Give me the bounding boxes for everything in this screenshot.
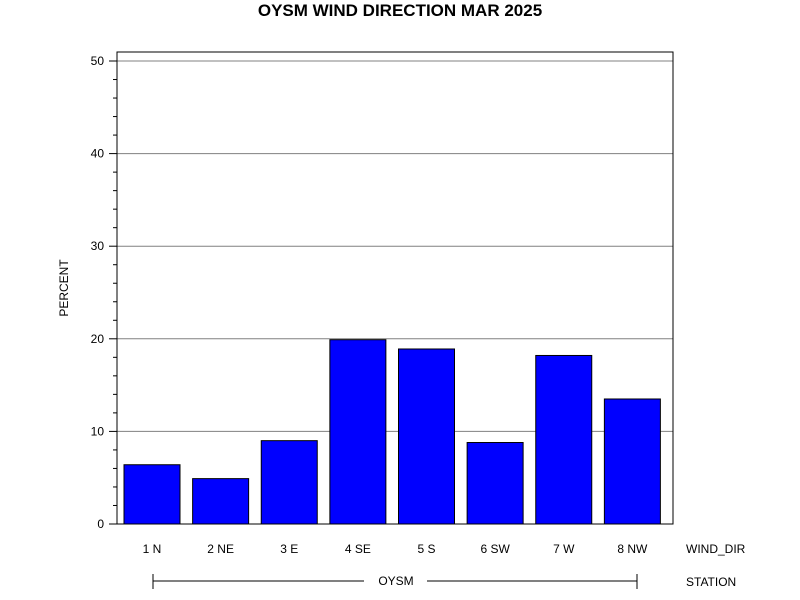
y-tick-label: 30 (91, 239, 105, 253)
group-axis-name: STATION (686, 575, 736, 589)
plot-frame (116, 51, 674, 525)
bar-2-ne (192, 478, 250, 525)
group-bracket: OYSM (152, 574, 638, 589)
bar-8-nw (603, 398, 661, 525)
y-tick-label: 0 (97, 517, 104, 531)
x-tick-label: 3 E (280, 542, 298, 556)
x-axis-name: WIND_DIR (686, 542, 746, 556)
bar-4-se (329, 339, 387, 525)
group-label: OYSM (378, 574, 413, 588)
y-tick-label: 50 (91, 54, 105, 68)
x-tick-label: 5 S (417, 542, 435, 556)
x-axis-tick-labels: 1 N 2 NE 3 E 4 SE 5 S 6 SW 7 W 8 NW (143, 542, 648, 556)
x-tick-label: 4 SE (345, 542, 371, 556)
chart-title: OYSM WIND DIRECTION MAR 2025 (257, 1, 543, 20)
x-tick-label: 7 W (553, 542, 575, 556)
x-tick-label: 6 SW (480, 542, 510, 556)
y-axis-ticks: 0 10 20 30 40 50 (91, 54, 117, 531)
y-axis-label: PERCENT (57, 259, 71, 317)
bars (123, 339, 661, 525)
bar-1-n (123, 464, 181, 525)
x-tick-label: 2 NE (207, 542, 234, 556)
y-tick-label: 10 (91, 424, 105, 438)
bar-3-e (260, 440, 318, 525)
x-tick-label: 8 NW (617, 542, 648, 556)
bar-7-w (535, 354, 593, 525)
bar-6-sw (466, 442, 524, 525)
bar-5-s (398, 348, 455, 525)
y-tick-label: 40 (91, 147, 105, 161)
x-tick-label: 1 N (143, 542, 162, 556)
y-tick-label: 20 (91, 332, 105, 346)
